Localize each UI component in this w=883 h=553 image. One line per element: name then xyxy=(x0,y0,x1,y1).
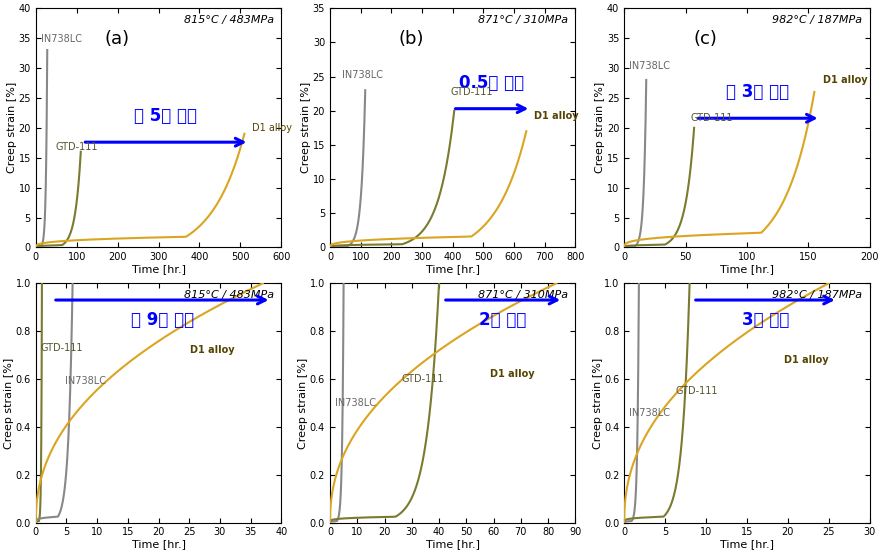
Text: 약 5배 증가: 약 5배 증가 xyxy=(134,107,198,126)
Text: IN738LC: IN738LC xyxy=(335,398,376,408)
Text: 815°C / 483MPa: 815°C / 483MPa xyxy=(184,290,274,300)
X-axis label: Time [hr.]: Time [hr.] xyxy=(720,539,774,549)
X-axis label: Time [hr.]: Time [hr.] xyxy=(426,539,479,549)
Text: (a): (a) xyxy=(104,30,129,48)
X-axis label: Time [hr.]: Time [hr.] xyxy=(720,264,774,274)
X-axis label: Time [hr.]: Time [hr.] xyxy=(426,264,479,274)
Text: GTD-111: GTD-111 xyxy=(41,343,83,353)
Y-axis label: Creep strain [%]: Creep strain [%] xyxy=(595,82,606,174)
Text: IN738LC: IN738LC xyxy=(65,377,106,387)
Text: 약 3배 증가: 약 3배 증가 xyxy=(727,84,789,102)
Text: D1 alloy: D1 alloy xyxy=(191,345,235,355)
X-axis label: Time [hr.]: Time [hr.] xyxy=(132,264,185,274)
Y-axis label: Creep strain [%]: Creep strain [%] xyxy=(592,357,602,448)
X-axis label: Time [hr.]: Time [hr.] xyxy=(132,539,185,549)
Text: (c): (c) xyxy=(693,30,717,48)
Text: 2배 증가: 2배 증가 xyxy=(479,311,526,328)
Text: D1 alloy: D1 alloy xyxy=(489,369,534,379)
Text: 982°C / 187MPa: 982°C / 187MPa xyxy=(772,290,862,300)
Text: GTD-111: GTD-111 xyxy=(450,87,493,97)
Text: GTD-111: GTD-111 xyxy=(401,374,443,384)
Y-axis label: Creep strain [%]: Creep strain [%] xyxy=(7,82,17,174)
Text: GTD-111: GTD-111 xyxy=(691,113,733,123)
Y-axis label: Creep strain [%]: Creep strain [%] xyxy=(298,357,308,448)
Text: GTD-111: GTD-111 xyxy=(56,142,98,152)
Text: 815°C / 483MPa: 815°C / 483MPa xyxy=(184,15,274,25)
Text: IN738LC: IN738LC xyxy=(629,408,670,418)
Text: 871°C / 310MPa: 871°C / 310MPa xyxy=(478,290,568,300)
Text: 0.5배 증가: 0.5배 증가 xyxy=(459,74,525,92)
Text: (b): (b) xyxy=(398,30,424,48)
Text: D1 alloy: D1 alloy xyxy=(533,111,578,121)
Text: D1 alloy: D1 alloy xyxy=(252,123,291,133)
Y-axis label: Creep strain [%]: Creep strain [%] xyxy=(4,357,14,448)
Text: D1 alloy: D1 alloy xyxy=(823,75,868,85)
Text: 871°C / 310MPa: 871°C / 310MPa xyxy=(478,15,568,25)
Text: D1 alloy: D1 alloy xyxy=(784,355,828,365)
Text: GTD-111: GTD-111 xyxy=(675,386,718,396)
Text: 3배 증가: 3배 증가 xyxy=(742,311,789,328)
Text: IN738LC: IN738LC xyxy=(41,34,82,44)
Text: IN738LC: IN738LC xyxy=(343,70,383,80)
Text: 약 9배 증가: 약 9배 증가 xyxy=(131,311,193,328)
Y-axis label: Creep strain [%]: Creep strain [%] xyxy=(301,82,311,174)
Text: 982°C / 187MPa: 982°C / 187MPa xyxy=(772,15,862,25)
Text: IN738LC: IN738LC xyxy=(629,61,670,71)
